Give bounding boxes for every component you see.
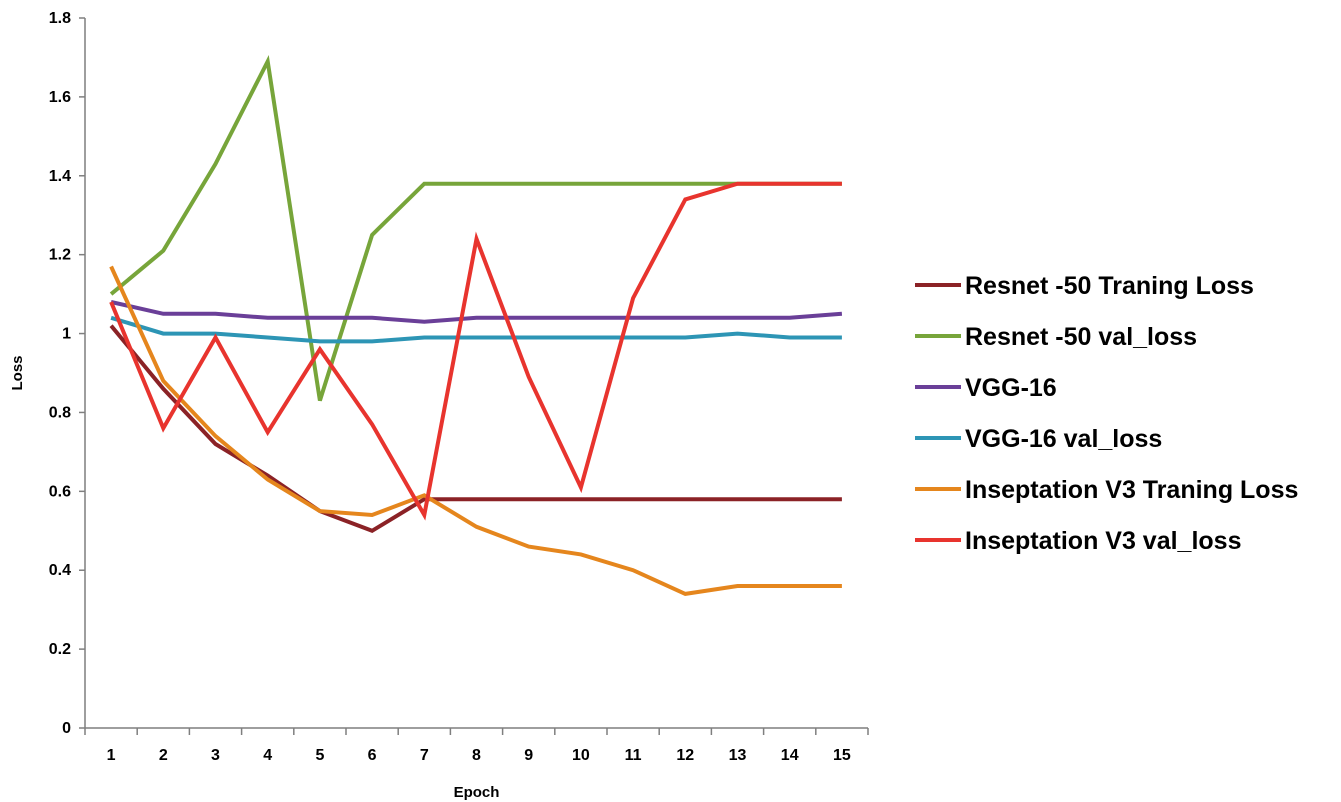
y-tick-label: 0.6 [49, 483, 71, 500]
x-tick-label: 7 [420, 747, 429, 764]
x-tick-label: 2 [159, 747, 168, 764]
x-tick-label: 5 [315, 747, 324, 764]
legend-label: VGG-16 val_loss [965, 425, 1162, 453]
x-tick-label: 1 [107, 747, 116, 764]
y-tick-label: 0.4 [49, 562, 71, 579]
x-tick-label: 4 [263, 747, 272, 764]
y-tick-label: 1 [62, 326, 71, 343]
x-axis-ticks: 1 2 3 4 5 6 7 8 9 10 11 12 13 14 15 [84, 728, 869, 764]
x-tick-label: 11 [625, 747, 642, 764]
x-tick-label: 8 [472, 747, 481, 764]
y-tick-label: 1.6 [49, 89, 71, 106]
x-axis-title: Epoch [454, 784, 500, 801]
x-tick-label: 6 [368, 747, 377, 764]
y-axis-title: Loss [9, 355, 26, 390]
series-line-4 [110, 315, 842, 344]
series-line-1 [109, 324, 842, 534]
x-tick-label: 14 [781, 747, 799, 764]
x-tick-label: 10 [572, 747, 590, 764]
y-tick-label: 1.8 [49, 10, 71, 27]
legend-label: Resnet -50 val_loss [965, 323, 1197, 351]
x-tick-label: 9 [524, 747, 533, 764]
series-line-6 [109, 181, 842, 521]
series-line-5 [109, 265, 842, 596]
series-line-2 [109, 54, 842, 402]
series-line-3 [110, 300, 843, 324]
plot-area: 00.20.40.60.811.21.41.61.8 1 2 3 4 5 6 7 8 9 10 11… [49, 10, 869, 764]
y-tick-label: 1.2 [49, 247, 71, 264]
x-tick-label: 3 [211, 747, 220, 764]
series-lines [109, 54, 843, 596]
y-tick-label: 1.4 [49, 168, 71, 185]
legend-label: VGG-16 [965, 374, 1057, 402]
y-tick-label: 0.2 [49, 641, 71, 658]
x-tick-label: 13 [729, 747, 747, 764]
x-tick-label: 12 [676, 747, 694, 764]
y-tick-label: 0.8 [49, 404, 71, 421]
x-tick-label: 15 [833, 747, 851, 764]
y-tick-label: 0 [62, 720, 71, 737]
y-axis-ticks: 0 0.2 0.4 0.6 0.8 1 1.2 1.4 1.6 1.8 [49, 10, 85, 737]
legend-label: Inseptation V3 val_loss [965, 527, 1242, 555]
legend: Resnet -50 Traning Loss Resnet -50 val_lo… [915, 272, 1298, 555]
legend-label: Resnet -50 Traning Loss [965, 272, 1254, 300]
legend-label: Inseptation V3 Traning Loss [965, 476, 1298, 504]
